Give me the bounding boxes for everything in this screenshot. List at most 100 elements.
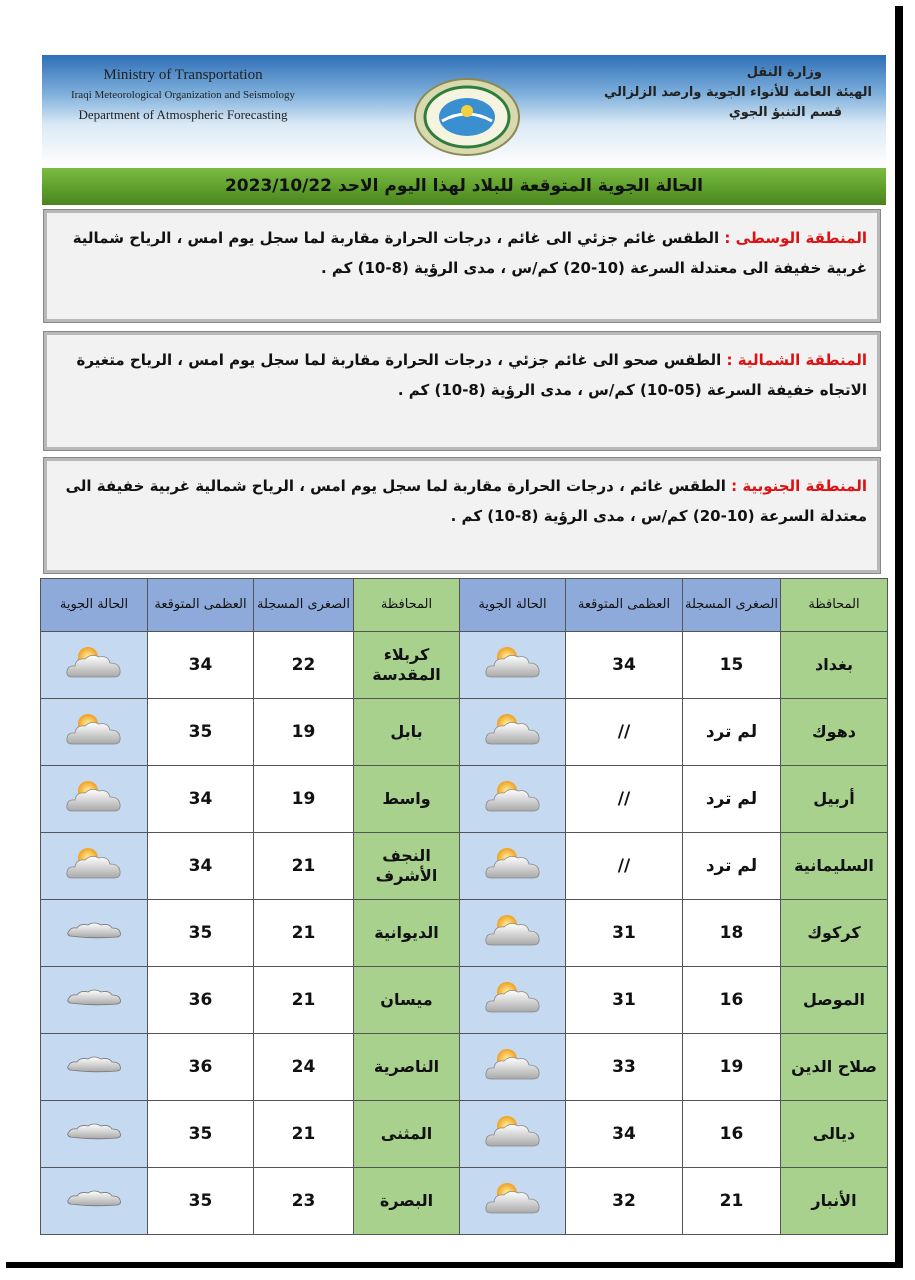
min-temp: 16 bbox=[682, 1100, 781, 1168]
header-row: المحافظة الصغرى المسجلة العظمى المتوقعة الح… bbox=[40, 578, 888, 632]
header-line: Department of Atmospheric Forecasting bbox=[78, 107, 288, 122]
table-row: كركوك 18 31 الديوانية 21 35 bbox=[40, 899, 888, 967]
province: ميسان bbox=[353, 966, 460, 1034]
table-row: الأنبار 21 32 البصرة 23 35 bbox=[40, 1167, 888, 1235]
province: الديوانية bbox=[353, 899, 460, 967]
province: الأنبار bbox=[780, 1167, 888, 1235]
region-label: المنطقة الوسطى : bbox=[724, 229, 867, 247]
min-temp: 21 bbox=[253, 832, 354, 900]
table-row: دهوك لم ترد// بابل 19 35 bbox=[40, 698, 888, 766]
region-text: الطقس غائم جزئي الى غائم ، درجات الحرارة… bbox=[72, 229, 867, 277]
column-header: الصغرى المسجلة bbox=[253, 578, 354, 632]
table-row: بغداد 15 34 كربلاء المقدسة 22 34 bbox=[40, 631, 888, 699]
weather-cell bbox=[40, 631, 148, 699]
region-box: المنطقة الجنوبية : الطقس غائم ، درجات ال… bbox=[43, 457, 881, 574]
column-header: الحالة الجوية bbox=[40, 578, 148, 632]
weather-icon bbox=[483, 710, 543, 750]
table-row: أربيل لم ترد// واسط 19 34 bbox=[40, 765, 888, 833]
min-temp: 21 bbox=[682, 1167, 781, 1235]
min-temp: 16 bbox=[682, 966, 781, 1034]
weather-icon bbox=[483, 777, 543, 817]
weather-cell bbox=[459, 966, 566, 1034]
max-temp: 36 bbox=[147, 966, 254, 1034]
header-line: Ministry of Transportation bbox=[103, 67, 263, 83]
province: كربلاء المقدسة bbox=[353, 631, 460, 699]
english-header: Ministry of Transportation Iraqi Meteoro… bbox=[58, 65, 308, 125]
province: صلاح الدين bbox=[780, 1033, 888, 1101]
header-line: الهيئة العامة للأنواء الجوية وارصد الزلز… bbox=[603, 85, 872, 100]
table-row: السليمانية لم ترد// النجف الأشرف 21 34 bbox=[40, 832, 888, 900]
max-temp: 32 bbox=[565, 1167, 683, 1235]
weather-icon bbox=[483, 643, 543, 683]
weather-icon bbox=[63, 1184, 125, 1214]
weather-cell bbox=[40, 1100, 148, 1168]
max-temp: 35 bbox=[147, 1167, 254, 1235]
province: الناصرية bbox=[353, 1033, 460, 1101]
weather-icon bbox=[483, 978, 543, 1018]
min-temp: 21 bbox=[253, 966, 354, 1034]
column-header: العظمى المتوقعة bbox=[565, 578, 683, 632]
header-line: Iraqi Meteorological Organization and Se… bbox=[70, 89, 296, 101]
max-temp: 34 bbox=[565, 631, 683, 699]
weather-icon bbox=[63, 1117, 125, 1147]
weather-cell bbox=[459, 1033, 566, 1101]
weather-icon bbox=[483, 911, 543, 951]
max-temp: 35 bbox=[147, 1100, 254, 1168]
province: أربيل bbox=[780, 765, 888, 833]
province: البصرة bbox=[353, 1167, 460, 1235]
min-temp: لم ترد bbox=[682, 832, 781, 900]
weather-cell bbox=[40, 899, 148, 967]
region-text: الطقس غائم ، درجات الحرارة مقاربة لما سج… bbox=[65, 477, 867, 525]
weather-icon bbox=[63, 1050, 125, 1080]
max-temp: // bbox=[565, 765, 683, 833]
min-temp: 24 bbox=[253, 1033, 354, 1101]
min-temp: 22 bbox=[253, 631, 354, 699]
weather-cell bbox=[459, 1100, 566, 1168]
column-header: الصغرى المسجلة bbox=[682, 578, 781, 632]
max-temp: 36 bbox=[147, 1033, 254, 1101]
region-label: المنطقة الجنوبية : bbox=[731, 477, 867, 495]
min-temp: 19 bbox=[682, 1033, 781, 1101]
weather-cell bbox=[459, 698, 566, 766]
weather-icon bbox=[64, 777, 124, 817]
header-banner: Ministry of Transportation Iraqi Meteoro… bbox=[42, 55, 886, 167]
table-row: صلاح الدين 19 33 الناصرية 24 36 bbox=[40, 1033, 888, 1101]
page-frame bbox=[6, 6, 903, 1268]
weather-icon bbox=[483, 1045, 543, 1085]
forecast-table: المحافظة الصغرى المسجلة العظمى المتوقعة الح… bbox=[40, 578, 888, 1235]
weather-cell bbox=[459, 631, 566, 699]
column-header: المحافظة bbox=[353, 578, 460, 632]
max-temp: 34 bbox=[565, 1100, 683, 1168]
max-temp: 34 bbox=[147, 832, 254, 900]
title: الحالة الجوية المتوقعة للبلاد لهذا اليوم… bbox=[224, 176, 704, 196]
region-box: المنطقة الشمالية : الطقس صحو الى غائم جز… bbox=[43, 331, 881, 451]
weather-cell bbox=[40, 1167, 148, 1235]
weather-cell bbox=[40, 765, 148, 833]
weather-cell bbox=[459, 832, 566, 900]
province: النجف الأشرف bbox=[353, 832, 460, 900]
min-temp: لم ترد bbox=[682, 698, 781, 766]
province: واسط bbox=[353, 765, 460, 833]
weather-icon bbox=[483, 1179, 543, 1219]
province: كركوك bbox=[780, 899, 888, 967]
column-header: العظمى المتوقعة bbox=[147, 578, 254, 632]
max-temp: 34 bbox=[147, 765, 254, 833]
column-header: الحالة الجوية bbox=[459, 578, 566, 632]
region-text: الطقس صحو الى غائم جزئي ، درجات الحرارة … bbox=[76, 351, 868, 399]
table-row: الموصل 16 31 ميسان 21 36 bbox=[40, 966, 888, 1034]
weather-cell bbox=[40, 832, 148, 900]
max-temp: 31 bbox=[565, 899, 683, 967]
arabic-header: وزارة النقل الهيئة العامة للأنواء الجوية… bbox=[604, 63, 872, 123]
weather-icon bbox=[483, 844, 543, 884]
weather-cell bbox=[40, 698, 148, 766]
region-label: المنطقة الشمالية : bbox=[726, 351, 867, 369]
logo bbox=[414, 78, 520, 156]
province: السليمانية bbox=[780, 832, 888, 900]
province: بغداد bbox=[780, 631, 888, 699]
weather-cell bbox=[40, 966, 148, 1034]
weather-icon bbox=[63, 916, 125, 946]
weather-icon bbox=[63, 983, 125, 1013]
weather-cell bbox=[40, 1033, 148, 1101]
